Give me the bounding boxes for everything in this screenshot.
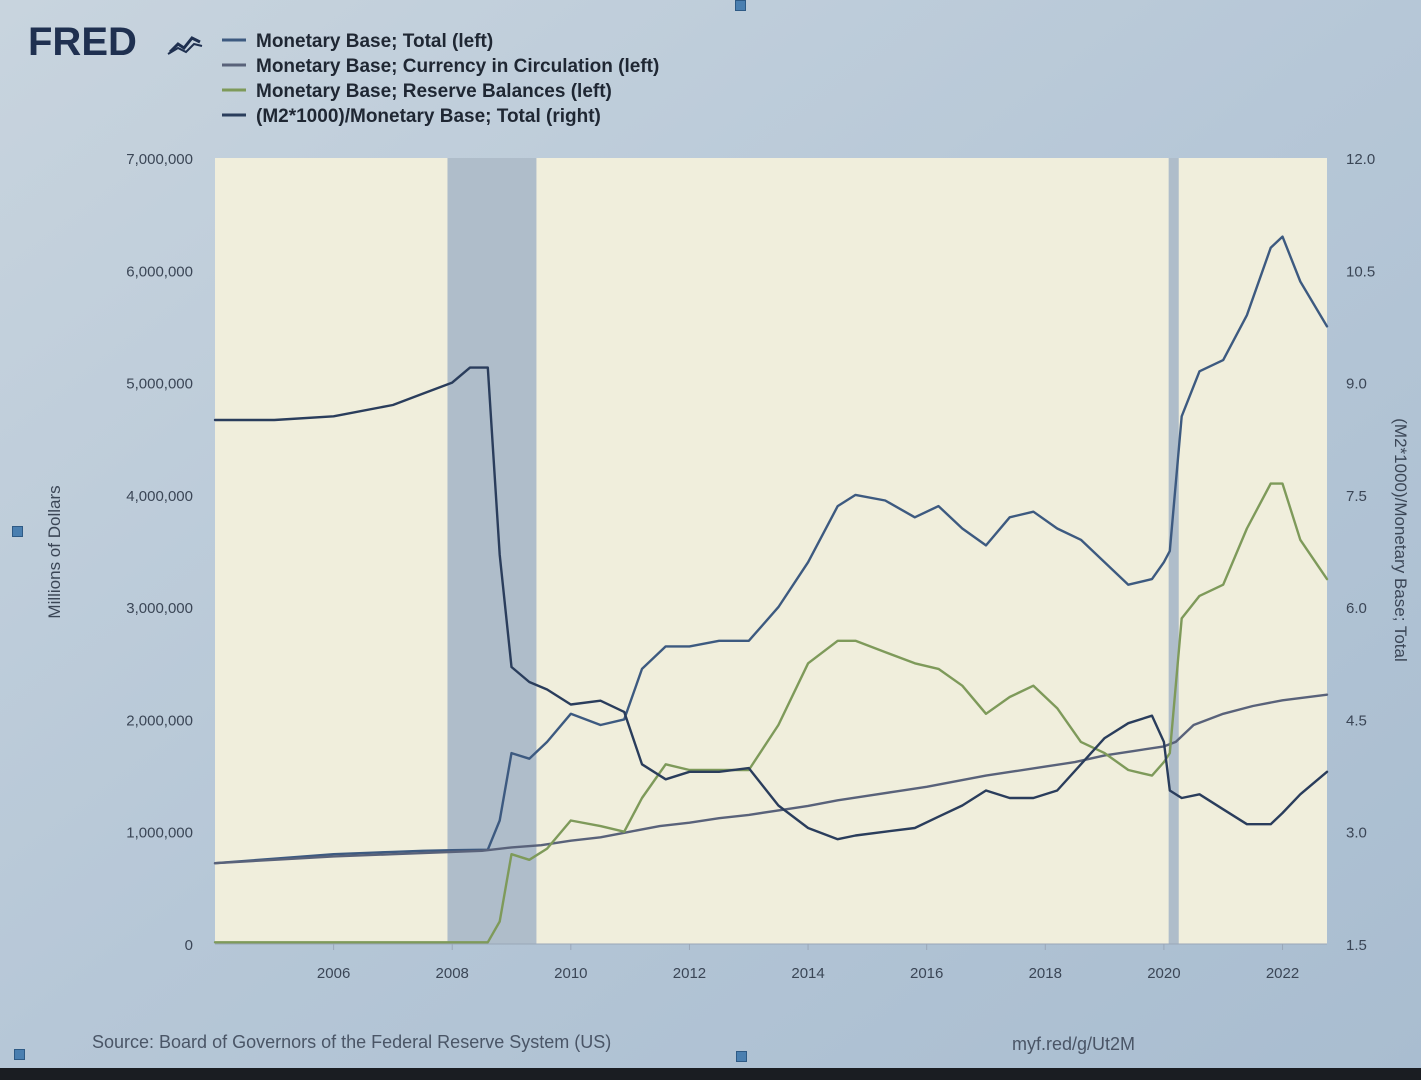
legend-label-3: Monetary Base; Reserve Balances (left) — [256, 81, 612, 102]
right-axis-ticks: 1.5 3.0 4.5 6.0 7.5 9.0 10.5 12.0 — [1346, 151, 1375, 954]
series-line-1 — [213, 235, 1329, 865]
x-axis-ticks: 2006 2008 2010 2012 2014 2016 2018 2020 2022 — [317, 944, 1299, 982]
left-axis-title: Millions of Dollars — [45, 485, 64, 618]
plot-background — [215, 158, 1327, 944]
fred-logo[interactable]: FRED — [28, 20, 137, 64]
legend-entry-4[interactable]: (M2*1000)/Monetary Base; Total (right) — [222, 106, 601, 127]
left-tick-label-4: 4,000,000 — [126, 488, 193, 505]
recession-band-2 — [1168, 158, 1179, 944]
right-tick-label-5: 9.0 — [1346, 376, 1367, 393]
right-tick-label-1: 3.0 — [1346, 825, 1367, 842]
legend: Monetary Base; Total (left) Monetary Base… — [222, 31, 659, 127]
plot-area — [213, 158, 1329, 945]
left-tick-label-2: 2,000,000 — [126, 712, 193, 729]
x-tick-label-0: 2006 — [317, 965, 350, 982]
x-tick-label-1: 2008 — [436, 965, 469, 982]
series-line-3 — [213, 482, 1329, 944]
right-tick-label-2: 4.5 — [1346, 712, 1367, 729]
legend-entry-1[interactable]: Monetary Base; Total (left) — [222, 31, 493, 52]
x-tick-label-7: 2020 — [1147, 965, 1180, 982]
series-lines — [213, 235, 1329, 944]
right-tick-label-0: 1.5 — [1346, 937, 1367, 954]
header: FRED Monetary Base; Total (left)Monetary… — [28, 20, 659, 127]
recession-shading — [447, 158, 1179, 944]
left-tick-label-0: 0 — [185, 937, 193, 954]
screen-bezel — [0, 1068, 1421, 1080]
legend-entry-2[interactable]: Monetary Base; Currency in Circulation (… — [222, 56, 659, 77]
x-tick-label-5: 2016 — [910, 965, 943, 982]
series-line-2 — [213, 693, 1329, 865]
left-tick-label-7: 7,000,000 — [126, 151, 193, 168]
short-url[interactable]: myf.red/g/Ut2M — [1012, 1034, 1135, 1054]
right-tick-label-4: 7.5 — [1346, 488, 1367, 505]
right-tick-label-3: 6.0 — [1346, 600, 1367, 617]
resize-handle-top[interactable] — [735, 0, 746, 11]
left-tick-label-5: 5,000,000 — [126, 376, 193, 393]
left-tick-label-1: 1,000,000 — [126, 825, 193, 842]
source-note: Source: Board of Governors of the Federa… — [92, 1032, 611, 1052]
legend-label-1: Monetary Base; Total (left) — [256, 31, 493, 52]
legend-label-4: (M2*1000)/Monetary Base; Total (right) — [256, 106, 601, 127]
line-chart-icon — [167, 36, 203, 55]
x-tick-label-3: 2012 — [673, 965, 706, 982]
left-axis-ticks: 0 1,000,000 2,000,000 3,000,000 4,000,000 5,0… — [126, 151, 193, 954]
resize-handle-bottom-left[interactable] — [14, 1049, 25, 1060]
left-tick-label-6: 6,000,000 — [126, 263, 193, 280]
x-tick-label-6: 2018 — [1029, 965, 1062, 982]
right-axis-title: (M2*1000)/Monetary Base; Total — [1391, 418, 1410, 661]
x-tick-label-4: 2014 — [791, 965, 824, 982]
left-tick-label-3: 3,000,000 — [126, 600, 193, 617]
recession-band-1 — [447, 158, 537, 944]
x-tick-label-2: 2010 — [554, 965, 587, 982]
resize-handle-bottom[interactable] — [736, 1051, 747, 1062]
series-line-4 — [213, 366, 1329, 841]
legend-entry-3[interactable]: Monetary Base; Reserve Balances (left) — [222, 81, 612, 102]
x-tick-label-8: 2022 — [1266, 965, 1299, 982]
resize-handle-left[interactable] — [12, 526, 23, 537]
right-tick-label-7: 12.0 — [1346, 151, 1375, 168]
legend-label-2: Monetary Base; Currency in Circulation (… — [256, 56, 659, 77]
right-tick-label-6: 10.5 — [1346, 263, 1375, 280]
